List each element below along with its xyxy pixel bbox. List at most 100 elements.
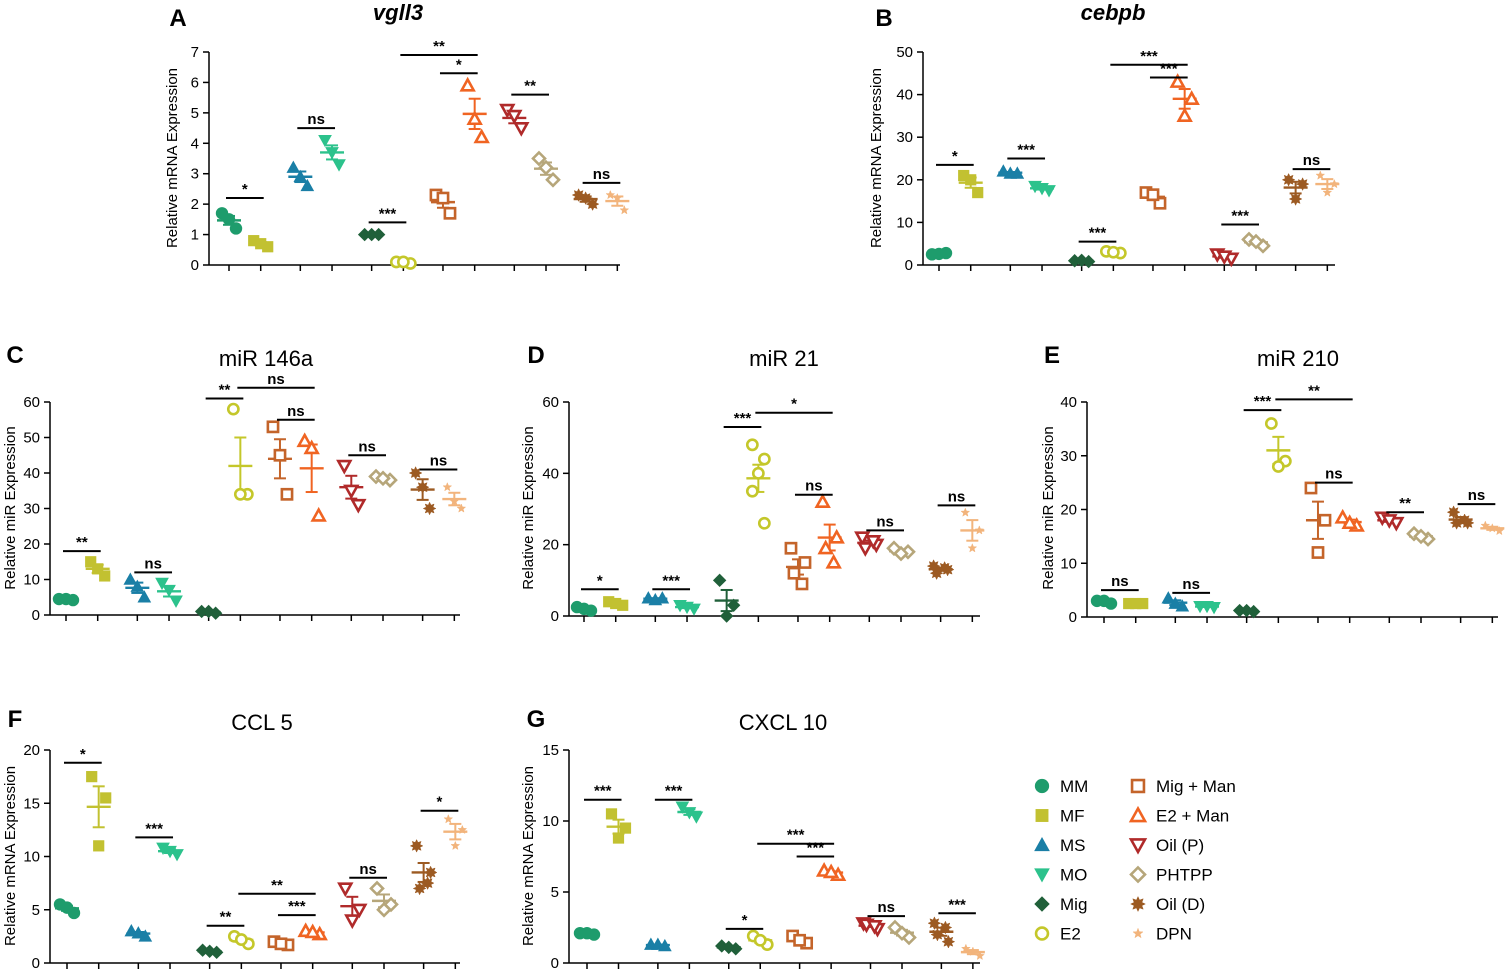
significance-label: *** — [288, 898, 306, 915]
data-point — [1097, 594, 1111, 608]
data-point — [996, 164, 1011, 177]
chart-title: CXCL 10 — [739, 710, 827, 735]
group-dpn — [1315, 170, 1340, 197]
group-mig — [715, 939, 743, 956]
data-point — [343, 484, 360, 500]
significance-label: ** — [76, 534, 88, 551]
chart-title: miR 146a — [219, 346, 314, 371]
legend-marker — [1034, 926, 1050, 941]
data-point — [605, 189, 616, 200]
group-e2-man — [814, 493, 845, 569]
group-e2 — [389, 255, 417, 270]
data-point — [1315, 170, 1326, 180]
data-point — [92, 563, 104, 575]
legend-item: MF — [1035, 807, 1085, 826]
data-point — [1288, 192, 1303, 206]
data-point — [825, 553, 842, 569]
legend-label: Mig + Man — [1156, 777, 1236, 796]
panel-letter: F — [8, 706, 23, 733]
group-mig-man — [266, 420, 294, 501]
group-phtpp — [368, 468, 398, 488]
legend-label: Oil (P) — [1156, 836, 1204, 855]
data-point — [442, 482, 453, 492]
significance-label: *** — [145, 820, 163, 837]
significance-label: *** — [807, 840, 825, 857]
group-e2 — [227, 929, 255, 951]
significance-label: *** — [1254, 393, 1272, 410]
data-point — [332, 159, 346, 172]
y-tick-label: 0 — [551, 955, 559, 972]
data-point — [60, 901, 74, 914]
data-point — [965, 174, 977, 186]
data-point — [619, 205, 630, 215]
group-mig-man — [429, 188, 457, 220]
group-mig — [712, 573, 741, 623]
data-point — [719, 609, 734, 623]
group-phtpp — [1241, 231, 1271, 254]
group-mig — [1232, 603, 1261, 619]
data-point — [648, 592, 663, 606]
y-tick-label: 10 — [23, 849, 40, 866]
group-mo — [155, 577, 183, 608]
data-point — [325, 147, 339, 160]
group-mf — [605, 808, 632, 844]
data-point — [412, 881, 427, 896]
significance-label: *** — [1089, 225, 1107, 242]
significance-label: *** — [734, 410, 752, 427]
significance-label: * — [242, 181, 248, 198]
significance-label: ** — [1308, 382, 1320, 399]
data-point — [350, 498, 367, 514]
data-point — [580, 926, 594, 940]
data-point — [798, 556, 812, 569]
data-point — [822, 863, 840, 879]
data-point — [396, 255, 410, 269]
data-point — [222, 213, 236, 226]
y-tick-label: 0 — [32, 955, 40, 972]
data-point — [280, 487, 294, 501]
significance-label: *** — [662, 572, 680, 589]
group-ms — [996, 164, 1025, 179]
legend-marker — [1034, 896, 1050, 912]
data-point — [937, 561, 952, 575]
data-point — [894, 925, 910, 942]
significance-label: *** — [1140, 48, 1158, 65]
panel-letter: B — [875, 5, 892, 32]
legend-marker — [1034, 778, 1050, 794]
legend-item: MM — [1034, 777, 1088, 796]
data-point — [682, 807, 697, 820]
data-point — [473, 128, 490, 144]
significance-label: ns — [358, 438, 376, 455]
y-tick-label: 5 — [32, 902, 40, 919]
data-point — [974, 950, 985, 961]
group-mf — [958, 169, 984, 199]
data-point — [960, 943, 971, 953]
data-point — [866, 919, 883, 935]
group-e2-man — [459, 76, 490, 144]
legend-marker — [1132, 927, 1144, 939]
data-point — [273, 448, 287, 462]
data-point — [376, 901, 392, 918]
legend-marker — [1130, 778, 1146, 794]
y-tick-label: 60 — [23, 394, 40, 411]
data-point — [751, 466, 765, 480]
data-point — [1322, 187, 1333, 197]
data-point — [449, 496, 460, 506]
y-tick-label: 20 — [23, 742, 40, 759]
group-oil-p- — [337, 882, 368, 930]
data-point — [927, 916, 942, 931]
data-point — [422, 501, 437, 516]
data-point — [423, 865, 438, 880]
significance-label: * — [597, 572, 603, 589]
group-ms — [286, 160, 315, 192]
data-point — [202, 944, 217, 958]
group-e2-man — [815, 862, 847, 882]
data-point — [457, 824, 468, 835]
significance-label: *** — [1231, 208, 1249, 225]
data-point — [336, 459, 353, 475]
data-point — [787, 566, 801, 580]
data-point — [972, 186, 984, 199]
data-point — [443, 206, 457, 220]
chart-title: miR 21 — [749, 346, 819, 371]
data-point — [793, 933, 807, 947]
